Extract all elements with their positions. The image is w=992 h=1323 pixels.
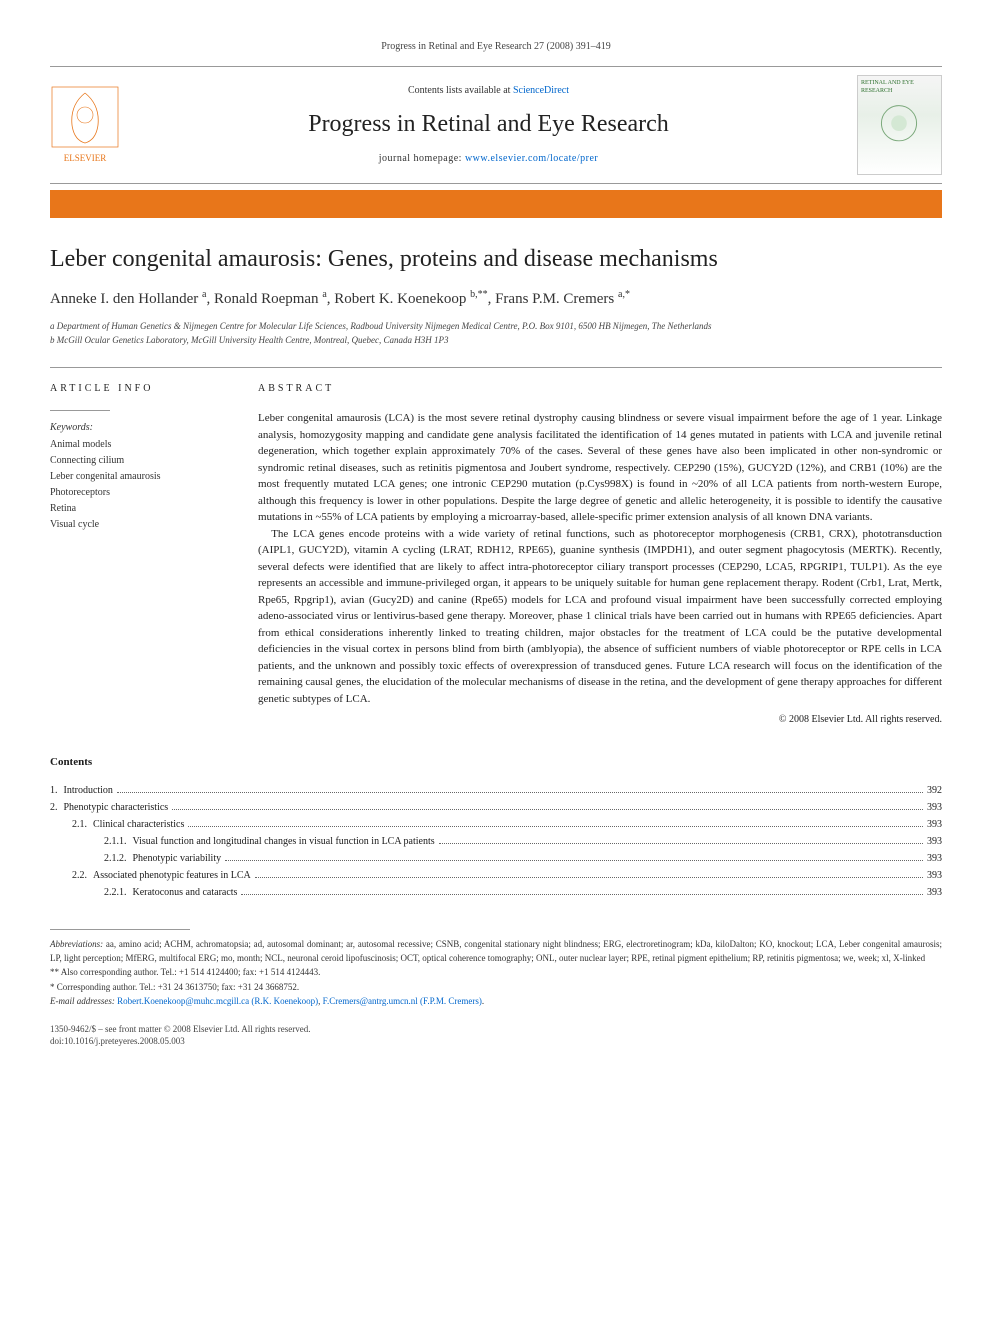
homepage-prefix: journal homepage: bbox=[379, 153, 465, 164]
running-head: Progress in Retinal and Eye Research 27 … bbox=[50, 40, 942, 54]
toc-number: 2.2. bbox=[50, 867, 87, 884]
article-info-heading: ARTICLE INFO bbox=[50, 382, 230, 396]
contents-available-line: Contents lists available at ScienceDirec… bbox=[132, 84, 845, 98]
journal-header-band: ELSEVIER Contents lists available at Sci… bbox=[50, 66, 942, 184]
contents-prefix: Contents lists available at bbox=[408, 85, 513, 96]
keyword-item: Retina bbox=[50, 501, 230, 517]
toc-title: Clinical characteristics bbox=[87, 816, 184, 833]
affiliation-a: a Department of Human Genetics & Nijmege… bbox=[50, 320, 942, 334]
toc-dots bbox=[117, 792, 923, 793]
short-rule bbox=[50, 410, 110, 411]
toc-title: Introduction bbox=[58, 782, 113, 799]
sciencedirect-link[interactable]: ScienceDirect bbox=[513, 85, 569, 96]
keywords-label: Keywords: bbox=[50, 421, 230, 435]
toc-page: 393 bbox=[927, 867, 942, 884]
keyword-item: Photoreceptors bbox=[50, 485, 230, 501]
table-of-contents: 1. Introduction 392 2. Phenotypic charac… bbox=[50, 782, 942, 901]
toc-dots bbox=[255, 877, 923, 878]
bottom-metadata: 1350-9462/$ – see front matter © 2008 El… bbox=[50, 1023, 942, 1048]
email-label: E-mail addresses: bbox=[50, 996, 117, 1006]
journal-name: Progress in Retinal and Eye Research bbox=[132, 108, 845, 142]
affiliation-b: b McGill Ocular Genetics Laboratory, McG… bbox=[50, 334, 942, 348]
abbreviations-text: aa, amino acid; ACHM, achromatopsia; ad,… bbox=[50, 939, 942, 963]
email-addresses: E-mail addresses: Robert.Koenekoop@muhc.… bbox=[50, 995, 942, 1009]
toc-dots bbox=[439, 843, 923, 844]
toc-page: 393 bbox=[927, 799, 942, 816]
toc-page: 392 bbox=[927, 782, 942, 799]
journal-homepage-link[interactable]: www.elsevier.com/locate/prer bbox=[465, 153, 598, 164]
toc-number: 1. bbox=[50, 782, 58, 799]
toc-row: 2.1. Clinical characteristics 393 bbox=[50, 816, 942, 833]
toc-page: 393 bbox=[927, 816, 942, 833]
abstract-heading: ABSTRACT bbox=[258, 382, 942, 396]
toc-row: 2. Phenotypic characteristics 393 bbox=[50, 799, 942, 816]
journal-homepage-line: journal homepage: www.elsevier.com/locat… bbox=[132, 152, 845, 166]
abstract-column: ABSTRACT Leber congenital amaurosis (LCA… bbox=[258, 382, 942, 727]
contents-heading: Contents bbox=[50, 755, 942, 770]
toc-page: 393 bbox=[927, 884, 942, 901]
front-matter-line: 1350-9462/$ – see front matter © 2008 El… bbox=[50, 1023, 942, 1036]
abstract-copyright: © 2008 Elsevier Ltd. All rights reserved… bbox=[258, 713, 942, 727]
email-end: . bbox=[482, 996, 484, 1006]
toc-title: Keratoconus and cataracts bbox=[127, 884, 238, 901]
toc-number: 2.1.2. bbox=[50, 850, 127, 867]
info-abstract-row: ARTICLE INFO Keywords: Animal modelsConn… bbox=[50, 367, 942, 727]
email-link-2[interactable]: F.Cremers@antrg.umcn.nl (F.P.M. Cremers) bbox=[323, 996, 482, 1006]
toc-row: 2.2. Associated phenotypic features in L… bbox=[50, 867, 942, 884]
email-link-1[interactable]: Robert.Koenekoop@muhc.mcgill.ca (R.K. Ko… bbox=[117, 996, 318, 1006]
toc-dots bbox=[225, 860, 923, 861]
toc-row: 2.1.1. Visual function and longitudinal … bbox=[50, 833, 942, 850]
elsevier-logo-text: ELSEVIER bbox=[64, 153, 107, 163]
toc-title: Phenotypic variability bbox=[127, 850, 222, 867]
toc-number: 2.1. bbox=[50, 816, 87, 833]
article-title: Leber congenital amaurosis: Genes, prote… bbox=[50, 244, 942, 274]
abstract-paragraph: Leber congenital amaurosis (LCA) is the … bbox=[258, 410, 942, 526]
author-list: Anneke I. den Hollander a, Ronald Roepma… bbox=[50, 288, 942, 310]
toc-number: 2.2.1. bbox=[50, 884, 127, 901]
abstract-paragraph: The LCA genes encode proteins with a wid… bbox=[258, 526, 942, 708]
keyword-item: Visual cycle bbox=[50, 517, 230, 533]
toc-dots bbox=[241, 894, 923, 895]
toc-dots bbox=[172, 809, 923, 810]
toc-number: 2. bbox=[50, 799, 58, 816]
toc-page: 393 bbox=[927, 850, 942, 867]
header-center: Contents lists available at ScienceDirec… bbox=[132, 84, 845, 166]
article-info-column: ARTICLE INFO Keywords: Animal modelsConn… bbox=[50, 382, 230, 727]
keyword-item: Animal models bbox=[50, 437, 230, 453]
abbreviations-footnote: Abbreviations: aa, amino acid; ACHM, ach… bbox=[50, 938, 942, 965]
keywords-list: Animal modelsConnecting ciliumLeber cong… bbox=[50, 437, 230, 533]
toc-row: 2.1.2. Phenotypic variability 393 bbox=[50, 850, 942, 867]
journal-cover-thumbnail: RETINAL AND EYE RESEARCH bbox=[857, 75, 942, 175]
abbreviations-label: Abbreviations: bbox=[50, 939, 103, 949]
toc-page: 393 bbox=[927, 833, 942, 850]
toc-title: Visual function and longitudinal changes… bbox=[127, 833, 435, 850]
toc-row: 2.2.1. Keratoconus and cataracts 393 bbox=[50, 884, 942, 901]
orange-divider-bar bbox=[50, 190, 942, 218]
corresponding-author-1: ** Also corresponding author. Tel.: +1 5… bbox=[50, 966, 942, 980]
toc-dots bbox=[188, 826, 923, 827]
toc-title: Phenotypic characteristics bbox=[58, 799, 169, 816]
toc-title: Associated phenotypic features in LCA bbox=[87, 867, 251, 884]
affiliations: a Department of Human Genetics & Nijmege… bbox=[50, 320, 942, 347]
corresponding-author-2: * Corresponding author. Tel.: +31 24 361… bbox=[50, 981, 942, 995]
toc-number: 2.1.1. bbox=[50, 833, 127, 850]
keyword-item: Leber congenital amaurosis bbox=[50, 469, 230, 485]
toc-row: 1. Introduction 392 bbox=[50, 782, 942, 799]
footnotes: Abbreviations: aa, amino acid; ACHM, ach… bbox=[50, 938, 942, 1009]
keyword-item: Connecting cilium bbox=[50, 453, 230, 469]
doi-line: doi:10.1016/j.preteyeres.2008.05.003 bbox=[50, 1035, 942, 1048]
abstract-text: Leber congenital amaurosis (LCA) is the … bbox=[258, 410, 942, 707]
elsevier-logo: ELSEVIER bbox=[50, 85, 120, 165]
footnote-separator bbox=[50, 929, 190, 930]
